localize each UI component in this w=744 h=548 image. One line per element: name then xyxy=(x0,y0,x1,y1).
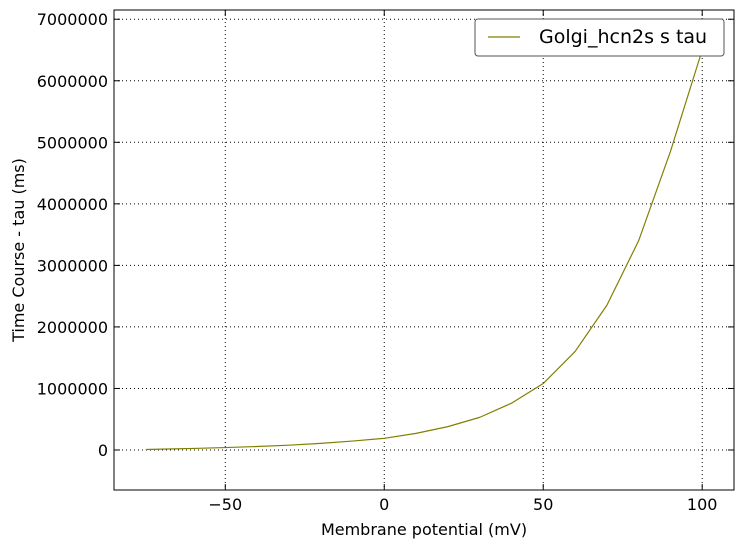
y-tick-label: 0 xyxy=(98,441,108,460)
legend-box xyxy=(474,18,725,57)
y-axis-title: Time Course - tau (ms) xyxy=(9,158,28,343)
y-tick-label: 2000000 xyxy=(37,318,108,337)
ticks xyxy=(114,10,734,490)
x-tick-label: 50 xyxy=(533,495,553,514)
series-layer xyxy=(145,49,703,451)
plot-frame xyxy=(113,9,735,491)
y-tick-label: 7000000 xyxy=(37,10,108,29)
x-axis-title: Membrane potential (mV) xyxy=(321,520,527,539)
y-tick-label: 5000000 xyxy=(37,133,108,152)
tick-labels: −50 0 50 100 0 1000000 2000000 3000000 4000000 50… xyxy=(37,10,718,514)
x-tick-label: 0 xyxy=(379,495,389,514)
legend: Golgi_hcn2s s tau xyxy=(474,18,725,57)
x-tick-label: 100 xyxy=(687,495,718,514)
grid-lines xyxy=(114,10,734,490)
legend-label: Golgi_hcn2s s tau xyxy=(539,26,707,48)
y-tick-label: 3000000 xyxy=(37,256,108,275)
y-tick-label: 4000000 xyxy=(37,195,108,214)
y-tick-label: 1000000 xyxy=(37,379,108,398)
x-tick-label: −50 xyxy=(208,495,242,514)
series-line xyxy=(145,49,703,451)
y-tick-label: 6000000 xyxy=(37,72,108,91)
